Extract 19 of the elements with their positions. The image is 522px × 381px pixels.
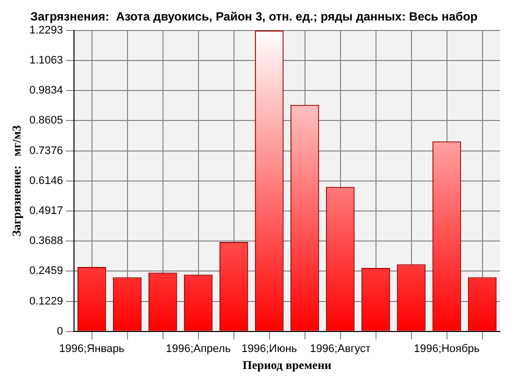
x-tick-label: 1996;Апрель (166, 343, 231, 356)
y-tick-label: 0.8605 (29, 114, 64, 127)
y-tick-label: 0.6146 (29, 174, 64, 187)
y-tick-label: 0.9834 (29, 84, 64, 97)
x-tick-label: 1996;Июнь (242, 343, 298, 356)
y-axis-title: Загрязнение: мг/м3 (9, 125, 24, 237)
x-axis-title: Период времени (242, 358, 332, 372)
y-tick-label: 1.1063 (29, 54, 64, 67)
y-tick-label: 1.2293 (29, 24, 64, 36)
x-tick-label: 1996;Январь (59, 343, 125, 356)
x-tick-label: 1996;Август (310, 343, 371, 356)
chart-title: Загрязнения: Азота двуокись, Район 3, отн. ед.; ряды данных: Весь набор (30, 10, 478, 24)
y-tick-label: 0.2459 (29, 265, 64, 278)
y-tick-label: 0.3688 (29, 235, 64, 248)
x-tick-label: 1996;Ноябрь (414, 343, 480, 356)
y-tick-label: 0 (56, 325, 64, 338)
y-tick-label: 0.1229 (29, 295, 64, 308)
y-tick-label: 0.4917 (29, 205, 64, 218)
y-tick-label: 0.7376 (29, 144, 64, 157)
